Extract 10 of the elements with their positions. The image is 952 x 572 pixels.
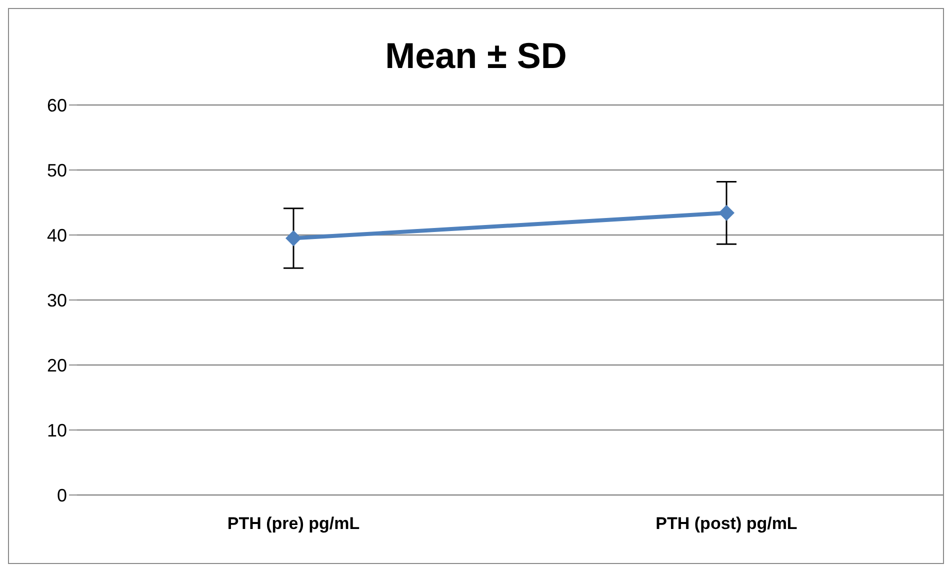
y-tick-label: 0: [56, 485, 67, 506]
chart-title: Mean ± SD: [384, 35, 568, 78]
y-tick-label: 10: [46, 420, 67, 440]
y-tick-label: 20: [46, 355, 67, 376]
y-tick-label: 60: [46, 95, 67, 116]
x-tick-label: PTH (post) pg/mL: [656, 514, 798, 534]
y-tick-label: 30: [46, 290, 67, 310]
x-tick-label: PTH (pre) pg/mL: [227, 514, 360, 534]
y-tick-label: 50: [46, 160, 67, 180]
y-tick-label: 40: [46, 225, 67, 246]
